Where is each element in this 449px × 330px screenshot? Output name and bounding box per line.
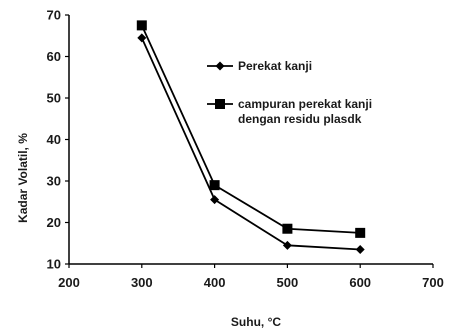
series-2 bbox=[137, 20, 365, 238]
x-tick-label: 600 bbox=[349, 275, 371, 290]
series-2-point bbox=[210, 180, 220, 190]
x-tick-label: 500 bbox=[277, 275, 299, 290]
legend: Perekat kanji campuran perekat kanjidenga… bbox=[207, 59, 372, 126]
y-tick-label: 60 bbox=[47, 49, 61, 64]
legend-marker bbox=[216, 62, 225, 71]
y-tick-label: 70 bbox=[47, 8, 61, 23]
x-tick-label: 200 bbox=[58, 275, 80, 290]
legend-label: dengan residu plasdk bbox=[238, 112, 362, 126]
y-axis-label: Kadar Volatil, % bbox=[16, 133, 30, 223]
x-axis-label: Suhu, °C bbox=[231, 315, 281, 329]
legend-marker bbox=[215, 99, 225, 109]
legend-label: Perekat kanji bbox=[238, 59, 312, 73]
y-ticks: 10 20 30 40 50 60 70 bbox=[47, 8, 69, 272]
series-1-point bbox=[137, 33, 146, 42]
y-tick-label: 30 bbox=[47, 174, 61, 189]
x-tick-label: 700 bbox=[422, 275, 444, 290]
plot-area: 10 20 30 40 50 60 70 200 300 400 500 600 700 bbox=[47, 8, 444, 291]
series-1-point bbox=[356, 245, 365, 254]
y-tick-label: 20 bbox=[47, 215, 61, 230]
series-1-point bbox=[210, 195, 219, 204]
series-1-point bbox=[283, 241, 292, 250]
y-tick-label: 50 bbox=[47, 91, 61, 106]
series-2-point bbox=[137, 20, 147, 30]
y-tick-label: 10 bbox=[47, 257, 61, 272]
x-tick-label: 300 bbox=[131, 275, 153, 290]
series-2-line bbox=[142, 25, 360, 233]
x-ticks: 200 300 400 500 600 700 bbox=[58, 264, 444, 290]
series-layer bbox=[137, 20, 365, 254]
legend-label: campuran perekat kanji bbox=[238, 97, 372, 111]
y-tick-label: 40 bbox=[47, 132, 61, 147]
legend-item-1: Perekat kanji bbox=[207, 59, 312, 73]
series-2-point bbox=[282, 224, 292, 234]
series-2-point bbox=[355, 228, 365, 238]
x-tick-label: 400 bbox=[204, 275, 226, 290]
